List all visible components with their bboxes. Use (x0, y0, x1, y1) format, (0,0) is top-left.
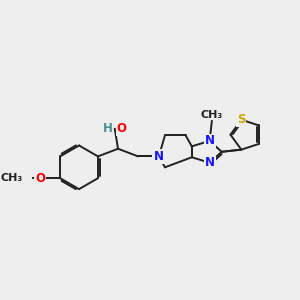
Text: N: N (205, 134, 215, 147)
Text: CH₃: CH₃ (0, 173, 22, 183)
Text: O: O (35, 172, 45, 185)
Text: CH₃: CH₃ (201, 110, 223, 120)
Text: N: N (153, 150, 163, 163)
Text: H: H (103, 122, 112, 135)
Text: S: S (237, 113, 246, 126)
Text: N: N (154, 150, 164, 163)
Text: O: O (117, 122, 127, 135)
Text: N: N (205, 156, 215, 169)
